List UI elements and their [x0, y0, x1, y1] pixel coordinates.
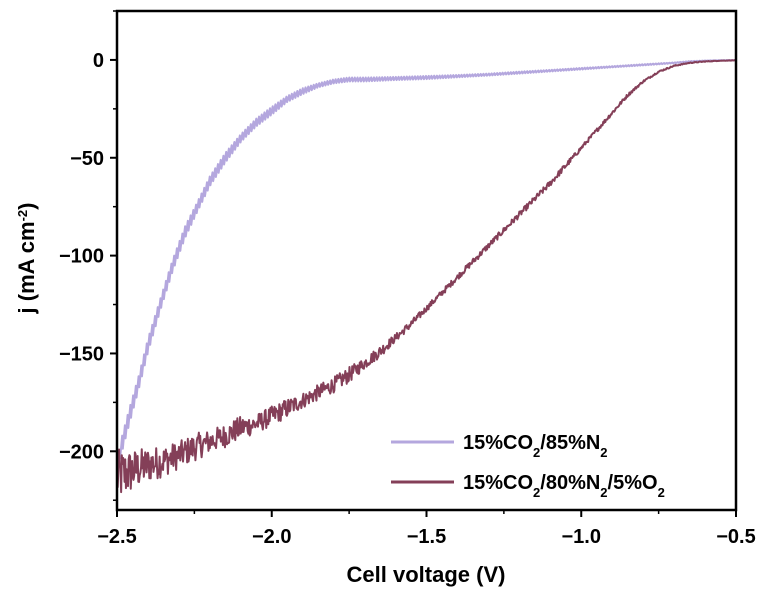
x-tick-label: −2.0 — [252, 526, 291, 548]
y-tick-label: −200 — [59, 441, 104, 463]
series-layer — [117, 58, 736, 494]
y-tick-label: −100 — [59, 246, 104, 268]
x-axis-label: Cell voltage (V) — [347, 562, 506, 587]
legend-label: 15%CO2/85%N2 — [463, 432, 608, 460]
x-tick-label: −2.5 — [97, 526, 136, 548]
plot-frame — [115, 9, 738, 512]
y-tick-label: −150 — [59, 343, 104, 365]
y-axis-label: j (mA cm-2) — [14, 203, 39, 315]
y-tick-label: −50 — [70, 148, 104, 170]
ticks-layer: −2.5 −2.0 −1.5 −1.0 −0.5 0 −50 −100 −150 −200 — [59, 10, 756, 548]
legend-label: 15%CO2/80%N2/5%O2 — [463, 472, 665, 500]
series-line — [117, 59, 736, 494]
y-tick-label: 0 — [93, 50, 104, 72]
legend: 15%CO2/85%N2 15%CO2/80%N2/5%O2 — [391, 432, 665, 500]
x-tick-label: −1.5 — [407, 526, 446, 548]
x-tick-label: −0.5 — [716, 526, 755, 548]
series-line — [119, 58, 736, 460]
x-tick-label: −1.0 — [562, 526, 601, 548]
